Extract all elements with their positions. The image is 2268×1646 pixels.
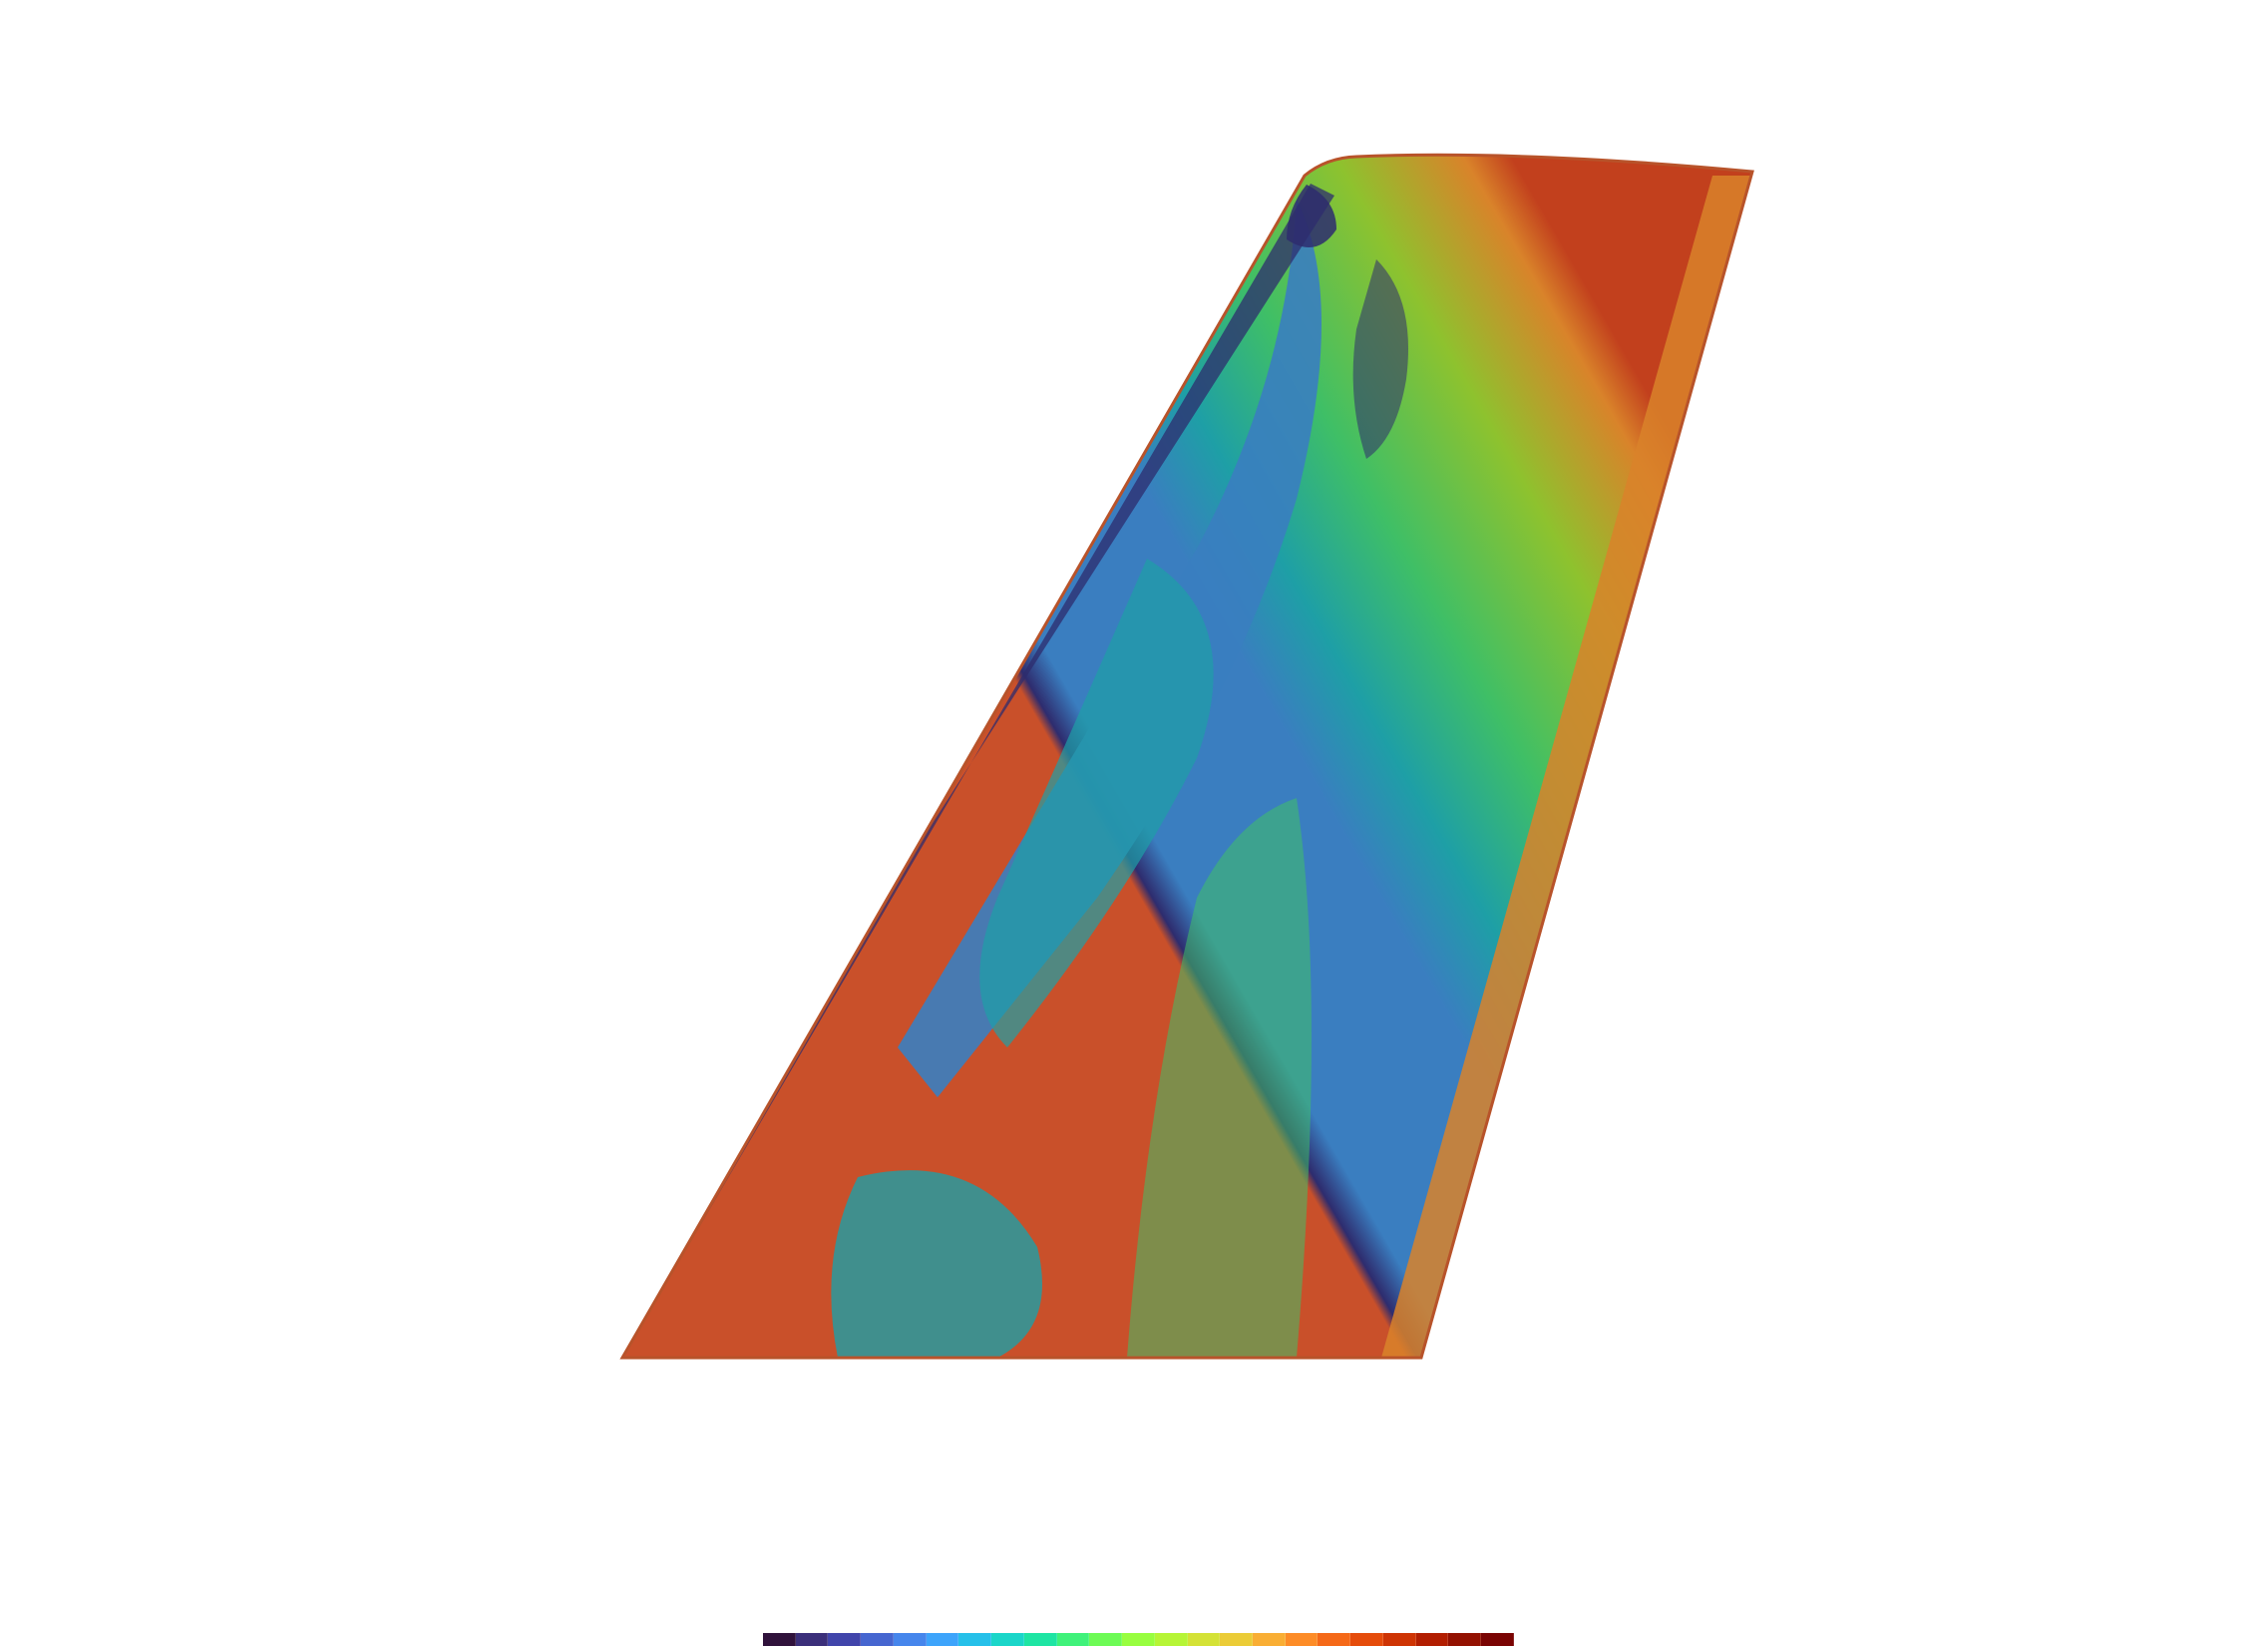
contour-blob	[979, 559, 1214, 1047]
colorbar-swatch	[1056, 1633, 1090, 1646]
contour-blob	[1352, 259, 1408, 459]
leading-edge-suction-band	[640, 184, 1334, 1328]
colorbar-swatch	[1089, 1633, 1123, 1646]
colorbar-swatch	[1448, 1633, 1482, 1646]
contour-blob	[898, 200, 1322, 1097]
colorbar-swatch	[1154, 1633, 1188, 1646]
colorbar-swatch	[926, 1633, 959, 1646]
colorbar-swatch	[958, 1633, 992, 1646]
colorbar-swatch	[828, 1633, 862, 1646]
contour-blob	[831, 1170, 1042, 1358]
colorbar-swatch	[1187, 1633, 1221, 1646]
colorbar-swatch	[1285, 1633, 1319, 1646]
colorbar-swatch	[1382, 1633, 1416, 1646]
colorbar-swatch	[1023, 1633, 1057, 1646]
fin-outline	[619, 153, 1754, 1360]
colorbar-swatch	[1253, 1633, 1286, 1646]
colorbar-swatch	[1122, 1633, 1155, 1646]
colorbar-swatch	[1481, 1633, 1514, 1646]
colorbar-swatch	[1220, 1633, 1254, 1646]
colorbar-swatch	[1318, 1633, 1351, 1646]
colorbar-swatch	[763, 1633, 796, 1646]
contour-blob	[1127, 798, 1312, 1358]
colorbar-swatch	[795, 1633, 829, 1646]
colorbar-swatch	[861, 1633, 894, 1646]
colorbar	[763, 1633, 1514, 1646]
colorbar-swatch	[991, 1633, 1024, 1646]
trailing-edge-strip	[1381, 176, 1752, 1358]
fin-contour-blobs	[640, 176, 1752, 1358]
colorbar-swatch	[893, 1633, 927, 1646]
colorbar-swatch	[1350, 1633, 1383, 1646]
colorbar-swatch	[1415, 1633, 1449, 1646]
